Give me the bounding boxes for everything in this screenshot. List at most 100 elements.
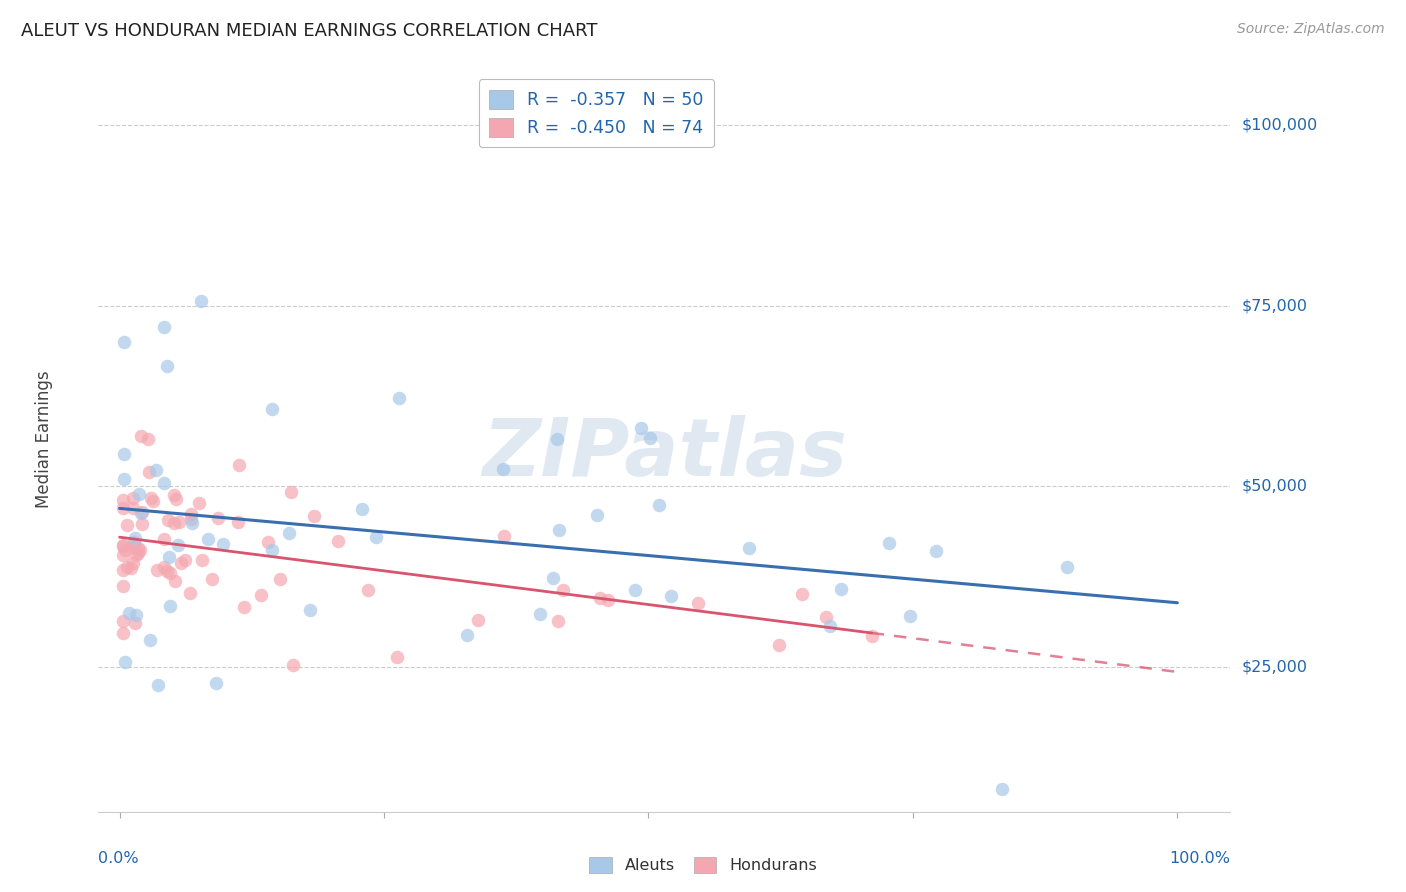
Point — [152, 476, 174, 491]
Point — [262, 402, 284, 417]
Point — [364, 530, 387, 544]
Point — [145, 463, 167, 477]
Point — [278, 526, 301, 541]
Point — [467, 613, 489, 627]
Text: Source: ZipAtlas.com: Source: ZipAtlas.com — [1237, 22, 1385, 37]
Point — [546, 432, 568, 446]
Point — [156, 564, 179, 578]
Point — [492, 529, 515, 543]
Point — [127, 546, 149, 560]
Point — [152, 320, 174, 334]
Point — [180, 512, 202, 526]
Point — [157, 549, 180, 564]
Point — [129, 543, 152, 558]
Point — [165, 492, 187, 507]
Point — [139, 632, 162, 647]
Point — [492, 462, 515, 476]
Point — [129, 429, 152, 443]
Point — [124, 531, 146, 545]
Point — [589, 591, 612, 606]
Point — [114, 542, 136, 557]
Point — [547, 523, 569, 537]
Point — [860, 629, 883, 643]
Text: ALEUT VS HONDURAN MEDIAN EARNINGS CORRELATION CHART: ALEUT VS HONDURAN MEDIAN EARNINGS CORREL… — [21, 22, 598, 40]
Point — [156, 359, 179, 374]
Point — [191, 553, 214, 567]
Point — [111, 501, 134, 516]
Point — [260, 542, 283, 557]
Point — [112, 579, 135, 593]
Point — [553, 582, 575, 597]
Point — [898, 608, 921, 623]
Point — [169, 556, 191, 570]
Point — [131, 517, 153, 532]
Text: 100.0%: 100.0% — [1170, 851, 1230, 865]
Point — [159, 599, 181, 614]
Point — [125, 608, 148, 623]
Point — [738, 541, 761, 555]
Point — [228, 458, 250, 473]
Point — [117, 517, 139, 532]
Legend: R =  -0.357   N = 50, R =  -0.450   N = 74: R = -0.357 N = 50, R = -0.450 N = 74 — [478, 79, 714, 147]
Text: ZIPatlas: ZIPatlas — [482, 415, 846, 493]
Point — [815, 610, 838, 624]
Point — [624, 582, 647, 597]
Text: $75,000: $75,000 — [1241, 298, 1308, 313]
Point — [768, 638, 790, 652]
Point — [328, 534, 350, 549]
Point — [830, 582, 852, 597]
Point — [157, 513, 180, 527]
Point — [111, 614, 134, 628]
Point — [638, 431, 661, 445]
Point — [350, 501, 373, 516]
Point — [136, 432, 159, 446]
Point — [122, 534, 145, 549]
Point — [456, 628, 478, 642]
Point — [304, 509, 326, 524]
Point — [630, 421, 652, 435]
Point — [163, 516, 186, 530]
Point — [124, 616, 146, 631]
Point — [127, 541, 149, 556]
Point — [120, 561, 142, 575]
Point — [122, 538, 145, 552]
Point — [387, 649, 409, 664]
Point — [596, 593, 619, 607]
Point — [388, 391, 411, 405]
Text: $50,000: $50,000 — [1241, 479, 1308, 494]
Point — [111, 538, 134, 552]
Point — [122, 556, 145, 570]
Point — [212, 537, 235, 551]
Point — [112, 334, 135, 349]
Point — [115, 560, 138, 574]
Point — [197, 533, 219, 547]
Point — [547, 615, 569, 629]
Point — [250, 588, 273, 602]
Point — [877, 536, 900, 550]
Point — [112, 472, 135, 486]
Point — [232, 599, 254, 614]
Point — [180, 516, 202, 530]
Point — [129, 506, 152, 520]
Point — [190, 293, 212, 308]
Point — [125, 548, 148, 562]
Point — [991, 781, 1014, 796]
Point — [146, 564, 169, 578]
Point — [1056, 559, 1078, 574]
Point — [529, 607, 551, 621]
Point — [188, 496, 211, 510]
Point — [541, 571, 564, 585]
Point — [163, 574, 186, 588]
Point — [790, 587, 813, 601]
Point — [152, 560, 174, 574]
Point — [146, 678, 169, 692]
Point — [138, 465, 160, 479]
Point — [586, 508, 609, 522]
Point — [179, 586, 201, 600]
Point — [298, 603, 321, 617]
Point — [111, 626, 134, 640]
Point — [688, 596, 710, 610]
Point — [256, 535, 278, 549]
Point — [167, 515, 190, 529]
Point — [174, 553, 197, 567]
